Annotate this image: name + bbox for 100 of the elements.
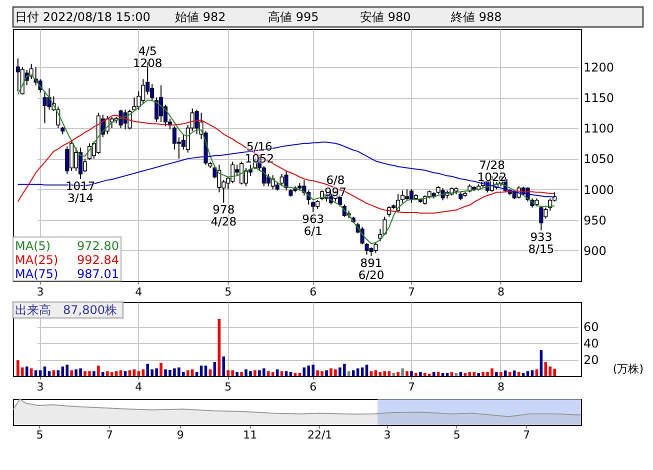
text: 安値 980 [360, 10, 411, 24]
bar [271, 372, 274, 376]
bar [500, 372, 502, 376]
bar [114, 371, 118, 376]
bar [284, 371, 288, 376]
bar [97, 366, 100, 376]
x-tick-label: 22/1 [307, 428, 332, 442]
annotation: 978 4/28 [210, 202, 237, 229]
bar [200, 366, 203, 376]
bar [56, 370, 60, 376]
bar [388, 371, 391, 376]
candlestick [400, 190, 405, 204]
bar [254, 370, 256, 376]
candlestick [360, 226, 364, 245]
y-tick-label: 1100 [584, 122, 614, 136]
bar [347, 371, 350, 376]
y-tick-label: 1150 [584, 91, 614, 106]
bar [70, 370, 73, 376]
candlestick [154, 97, 159, 122]
y-tick-label: 40 [584, 336, 599, 351]
bar [477, 372, 480, 376]
annotation: 7/28 1022 [477, 158, 507, 184]
bar [195, 372, 198, 376]
bar [378, 372, 382, 376]
y-tick-label: 1000 [584, 182, 614, 197]
text: 日付 2022/08/18 15:00 [15, 10, 150, 24]
candlestick [311, 200, 316, 212]
bar [410, 371, 413, 376]
x-tick-label: 7 [408, 380, 415, 394]
x-tick-label: 5 [224, 286, 232, 298]
bar [280, 371, 284, 376]
bar [102, 372, 104, 376]
y-axis-title: (万株) [612, 362, 644, 376]
candlestick [132, 97, 136, 112]
bar [213, 362, 216, 376]
bar [512, 370, 516, 376]
candlestick [65, 146, 70, 174]
bar [436, 372, 440, 376]
bar [106, 371, 109, 376]
bar [43, 366, 46, 376]
y-tick-label: 1050 [584, 152, 614, 166]
text: 高値 995 [268, 10, 319, 24]
chart-title: 出来高 87,800株 [15, 303, 117, 317]
x-tick-label: 7 [523, 428, 530, 442]
x-tick-label: 5 [453, 428, 460, 442]
bar [226, 370, 230, 376]
text: 終値 988 [450, 10, 502, 24]
bar [66, 364, 69, 376]
bar [61, 366, 64, 376]
bar [160, 362, 162, 376]
bar [530, 370, 534, 376]
bar [218, 319, 221, 376]
x-tick-label: 4 [135, 380, 142, 394]
bar [432, 372, 436, 376]
annotation: 891 6/20 [358, 256, 384, 282]
x-tick-label: 7 [408, 286, 415, 298]
text: MA(75) [15, 267, 58, 281]
bar [383, 371, 386, 376]
bar [325, 370, 328, 376]
bar [236, 372, 238, 376]
bar [48, 371, 51, 376]
bar [526, 371, 530, 376]
bar [459, 372, 462, 376]
bar [401, 368, 404, 376]
annotation: 987.01 [77, 267, 119, 281]
x-tick-label: 3 [36, 380, 44, 394]
candlestick [42, 90, 47, 124]
x-tick-label: 5 [36, 428, 44, 442]
y-tick-label: 60 [584, 320, 599, 334]
bar [146, 364, 150, 376]
bar [128, 370, 132, 376]
bar [468, 372, 472, 376]
bar [392, 372, 395, 376]
x-tick-label: 8 [497, 286, 504, 298]
annotation: 992.84 [77, 253, 119, 267]
candlestick [409, 188, 414, 204]
bar [548, 366, 552, 376]
x-tick-label: 7 [106, 428, 113, 442]
bar [544, 362, 548, 376]
bar [495, 372, 498, 376]
bar [517, 372, 520, 376]
bar [450, 372, 454, 376]
bar [419, 372, 422, 376]
bar [52, 370, 56, 376]
bar [204, 366, 208, 376]
bar [222, 356, 226, 376]
text: MA(25) [15, 253, 58, 267]
bar [124, 371, 127, 376]
bar [508, 372, 512, 376]
y-tick-label: 20 [584, 353, 599, 368]
bar [396, 372, 400, 376]
bar [374, 370, 378, 376]
bar [266, 371, 270, 376]
bar [365, 364, 368, 376]
candlestick [539, 206, 544, 231]
bar [540, 350, 543, 376]
x-tick-label: 5 [224, 380, 232, 394]
bar [92, 371, 96, 376]
y-tick-label: 900 [584, 244, 606, 258]
bar [414, 372, 418, 376]
